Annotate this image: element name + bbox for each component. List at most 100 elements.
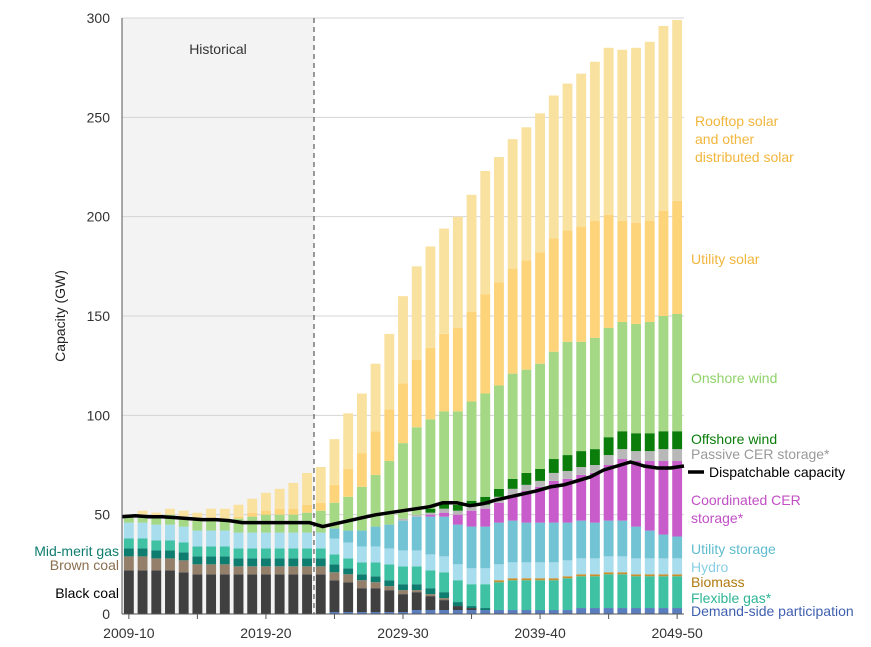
bar-segment: Passive CER storage* 2031-32: 1 [425,512,436,515]
bar-segment: Utility solar 2044-45: 57 [603,214,614,328]
bar-segment: Mid-merit gas 2014-15: 4 [192,556,203,565]
bar-segment: Onshore wind 2045-46: 55 [617,321,628,432]
bar-segment: Demand-side participation 2048-49: 3 [658,608,669,614]
bar-segment: Rooftop solar and other distributed sola… [137,510,148,515]
bar-segment: Utility solar 2031-32: 36 [425,347,436,420]
bar-segment: Brown coal 2027-28: 3 [370,582,381,589]
bar-segment: Rooftop solar and other distributed sola… [343,413,354,469]
bar-segment: Onshore wind 2038-39: 52 [521,369,532,473]
bar-segment: Passive CER storage* 2040-41: 4 [548,472,559,481]
bar-segment: Utility solar 2025-26: 14 [343,468,354,497]
bar-segment: Offshore wind 2040-41: 7 [548,459,559,473]
bar-segment: Rooftop solar and other distributed sola… [562,83,573,231]
x-tick-label: 2019-20 [240,625,292,641]
bar-segment: Utility storage 2027-28: 10 [370,526,381,547]
bar-segment: Biomass 2044-45: 1 [603,572,614,575]
bar-segment: Mid-merit gas 2025-26: 3 [343,568,354,575]
bar-segment: Utility solar 2017-18: 1 [233,516,244,519]
bar-segment: Hydro 2031-32: 8 [425,554,436,571]
bar-segment: Coordinated CER storage* 2049-50: 38 [672,461,683,537]
bar-segment: Rooftop solar and other distributed sola… [302,472,312,505]
bar-segment: Demand-side participation 2037-38: 2 [507,610,518,614]
bar-segment: Rooftop solar and other distributed sola… [603,47,614,215]
bar-segment: Brown coal 2010-11: 7 [137,556,148,571]
bar-segment: Brown coal 2018-19: 4 [247,566,258,575]
bar-segment: Mid-merit gas 2026-27: 3 [356,574,367,581]
bar-segment: Rooftop solar and other distributed sola… [617,49,628,221]
bar-segment: Demand-side participation 2047-48: 3 [644,608,655,614]
bar-segment: Biomass 2042-43: 1 [576,574,587,577]
bar-segment: Utility storage 2035-36: 21 [480,526,491,569]
bar-segment: Flexible gas* 2022-23: 5 [302,548,312,559]
bar-segment: Hydro 2039-40: 8 [535,562,546,579]
bar-segment: Utility solar 2040-41: 57 [548,238,559,352]
bar-segment: Brown coal 2017-18: 4 [233,566,244,575]
bar-segment: Utility storage 2030-31: 17 [411,516,422,551]
bar-segment: Utility storage 2045-46: 18 [617,520,628,557]
dispatchable-capacity-line [121,460,685,529]
bar-segment: Onshore wind 2049-50: 59 [672,314,683,432]
bar-segment: Hydro 2022-23: 8 [302,532,312,549]
bar-segment: Offshore wind 2038-39: 6 [521,472,532,485]
bar-segment: Mid-merit gas 2016-17: 4 [219,556,230,565]
bar-segment: Utility solar 2038-39: 55 [521,260,532,370]
bar-segment: Black coal 2010-11: 22 [137,570,148,614]
bar-segment: Passive CER storage* 2041-42: 4 [562,470,573,479]
bar-segment: Utility solar 2049-50: 57 [672,200,683,315]
bar-segment: Flexible gas* 2014-15: 5 [192,546,203,557]
bar-segment: Utility storage 2049-50: 11 [672,536,683,559]
bar-segment: Mid-merit gas 2022-23: 4 [302,558,312,567]
bar-segment: Flexible gas* 2028-29: 8 [384,564,395,581]
bar-segment: Offshore wind 2043-44: 8 [589,449,600,465]
series-label-passive: Passive CER storage* [691,446,830,462]
bar-segment: Passive CER storage* 2049-50: 6 [672,449,683,462]
y-axis-label: Capacity (GW) [52,270,68,362]
bar-segment: Black coal 2017-18: 20 [233,574,244,614]
bar-segment: Utility storage 2047-48: 14 [644,530,655,559]
bar-segment: Mid-merit gas 2033-34: 2 [452,602,463,607]
bar-segment: Flexible gas* 2037-38: 15 [507,580,518,611]
series-label-dsp: Demand-side participation [691,603,854,619]
bar-segment: Onshore wind 2030-31: 44 [411,427,422,515]
bar-segment: Biomass 2048-49: 1 [658,574,669,577]
bar-segment: Utility solar 2041-42: 56 [562,230,573,342]
bar-segment: Utility storage 2039-40: 20 [535,522,546,563]
bar-segment: Onshore wind 2010-11: 4 [137,514,148,523]
bar-segment: Flexible gas* 2017-18: 5 [233,548,244,559]
x-tick-label: 2029-30 [377,625,429,641]
bar-segment: Mid-merit gas 2032-33: 3 [439,592,450,599]
bar-segment: Flexible gas* 2031-32: 9 [425,570,436,589]
bar-segment: Onshore wind 2011-12: 4 [151,516,162,525]
bar-segment: Rooftop solar and other distributed sola… [494,157,504,283]
bar-segment: Brown coal 2014-15: 5 [192,564,203,575]
bar-segment: Demand-side participation 2028-29: 1 [384,612,395,614]
bar-segment: Mid-merit gas 2012-13: 4 [165,550,175,559]
bar-segment: Utility solar 2036-37: 52 [494,282,504,386]
series-label-rooftop: Rooftop solar [695,113,779,129]
bar-segment: Onshore wind 2035-36: 52 [480,393,491,497]
bar-segment: Black coal 2024-25: 16 [329,580,340,613]
bar-segment: Flexible gas* 2047-48: 16 [644,576,655,609]
bar-segment: Mid-merit gas 2013-14: 4 [178,552,189,561]
bar-segment: Flexible gas* 2016-17: 5 [219,546,230,557]
bar-segment: Utility storage 2033-34: 20 [452,524,463,565]
bar-segment: Biomass 2040-41: 1 [548,578,559,581]
bar-segment: Brown coal 2026-27: 4 [356,580,367,589]
bar-segment: Rooftop solar and other distributed sola… [370,363,381,432]
bar-segment: Utility storage 2024-25: 5 [329,528,340,539]
bar-segment: Demand-side participation 2049-50: 3 [672,608,683,614]
y-tick-label: 250 [87,109,111,125]
bar-segment: Coordinated CER storage* 2043-44: 25 [589,472,600,523]
bar-segment: Onshore wind 2012-13: 5 [165,514,175,525]
bar-segment: Rooftop solar and other distributed sola… [589,61,600,221]
bar-segment: Coordinated CER storage* 2039-40: 18 [535,486,546,523]
bar-segment: Demand-side participation 2027-28: 1 [370,612,381,614]
bar-segment: Utility solar 2039-40: 56 [535,252,546,364]
bar-segment: Rooftop solar and other distributed sola… [466,194,477,313]
bar-segment: Coordinated CER storage* 2044-45: 28 [603,465,614,521]
bar-segment: Black coal 2031-32: 7 [425,596,436,611]
bar-segment: Rooftop solar and other distributed sola… [411,266,422,360]
bar-segment: Utility solar 2028-29: 26 [384,409,395,462]
bar-segment: Utility solar 2023-24: 4 [315,502,326,511]
